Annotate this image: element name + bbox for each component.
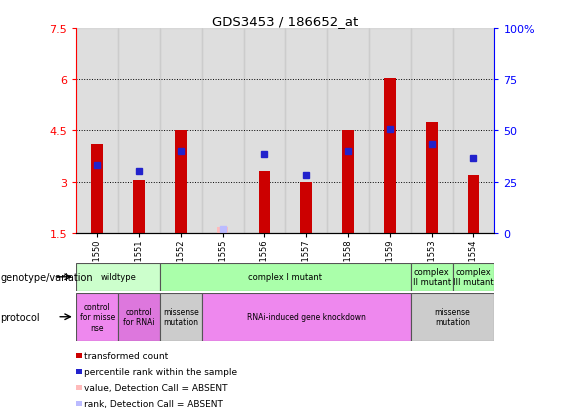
Bar xyxy=(175,131,186,233)
Text: complex
II mutant: complex II mutant xyxy=(412,268,451,287)
Bar xyxy=(160,293,202,341)
Text: control
for misse
nse: control for misse nse xyxy=(80,302,115,332)
Bar xyxy=(411,29,453,233)
Text: RNAi-induced gene knockdown: RNAi-induced gene knockdown xyxy=(247,313,366,321)
Bar xyxy=(92,145,103,233)
Bar xyxy=(202,29,244,233)
Bar xyxy=(160,29,202,233)
Text: missense
mutation: missense mutation xyxy=(163,307,199,327)
Bar xyxy=(244,29,285,233)
Bar xyxy=(76,263,160,291)
Bar xyxy=(76,293,118,341)
Bar xyxy=(118,29,160,233)
Bar xyxy=(453,29,494,233)
Bar xyxy=(342,131,354,233)
Text: protocol: protocol xyxy=(1,312,40,322)
Bar xyxy=(133,180,145,233)
Bar xyxy=(426,123,437,233)
Bar xyxy=(369,29,411,233)
Bar xyxy=(76,29,118,233)
Text: complex I mutant: complex I mutant xyxy=(249,273,322,282)
Text: control
for RNAi: control for RNAi xyxy=(123,307,155,327)
Bar xyxy=(384,78,396,233)
Text: genotype/variation: genotype/variation xyxy=(1,272,93,282)
Text: value, Detection Call = ABSENT: value, Detection Call = ABSENT xyxy=(84,383,228,392)
Text: rank, Detection Call = ABSENT: rank, Detection Call = ABSENT xyxy=(84,399,223,408)
Title: GDS3453 / 186652_at: GDS3453 / 186652_at xyxy=(212,15,358,28)
Text: percentile rank within the sample: percentile rank within the sample xyxy=(84,367,237,376)
Bar xyxy=(301,182,312,233)
Text: transformed count: transformed count xyxy=(84,351,169,361)
Bar xyxy=(160,263,411,291)
Bar xyxy=(411,263,453,291)
Bar xyxy=(259,172,270,233)
Text: wildtype: wildtype xyxy=(100,273,136,282)
Text: complex
III mutant: complex III mutant xyxy=(453,268,494,287)
Bar xyxy=(453,263,494,291)
Text: missense
mutation: missense mutation xyxy=(434,307,471,327)
Bar xyxy=(202,293,411,341)
Bar xyxy=(217,227,228,233)
Bar xyxy=(285,29,327,233)
Bar xyxy=(468,176,479,233)
Bar xyxy=(327,29,369,233)
Bar xyxy=(118,293,160,341)
Bar xyxy=(411,293,494,341)
